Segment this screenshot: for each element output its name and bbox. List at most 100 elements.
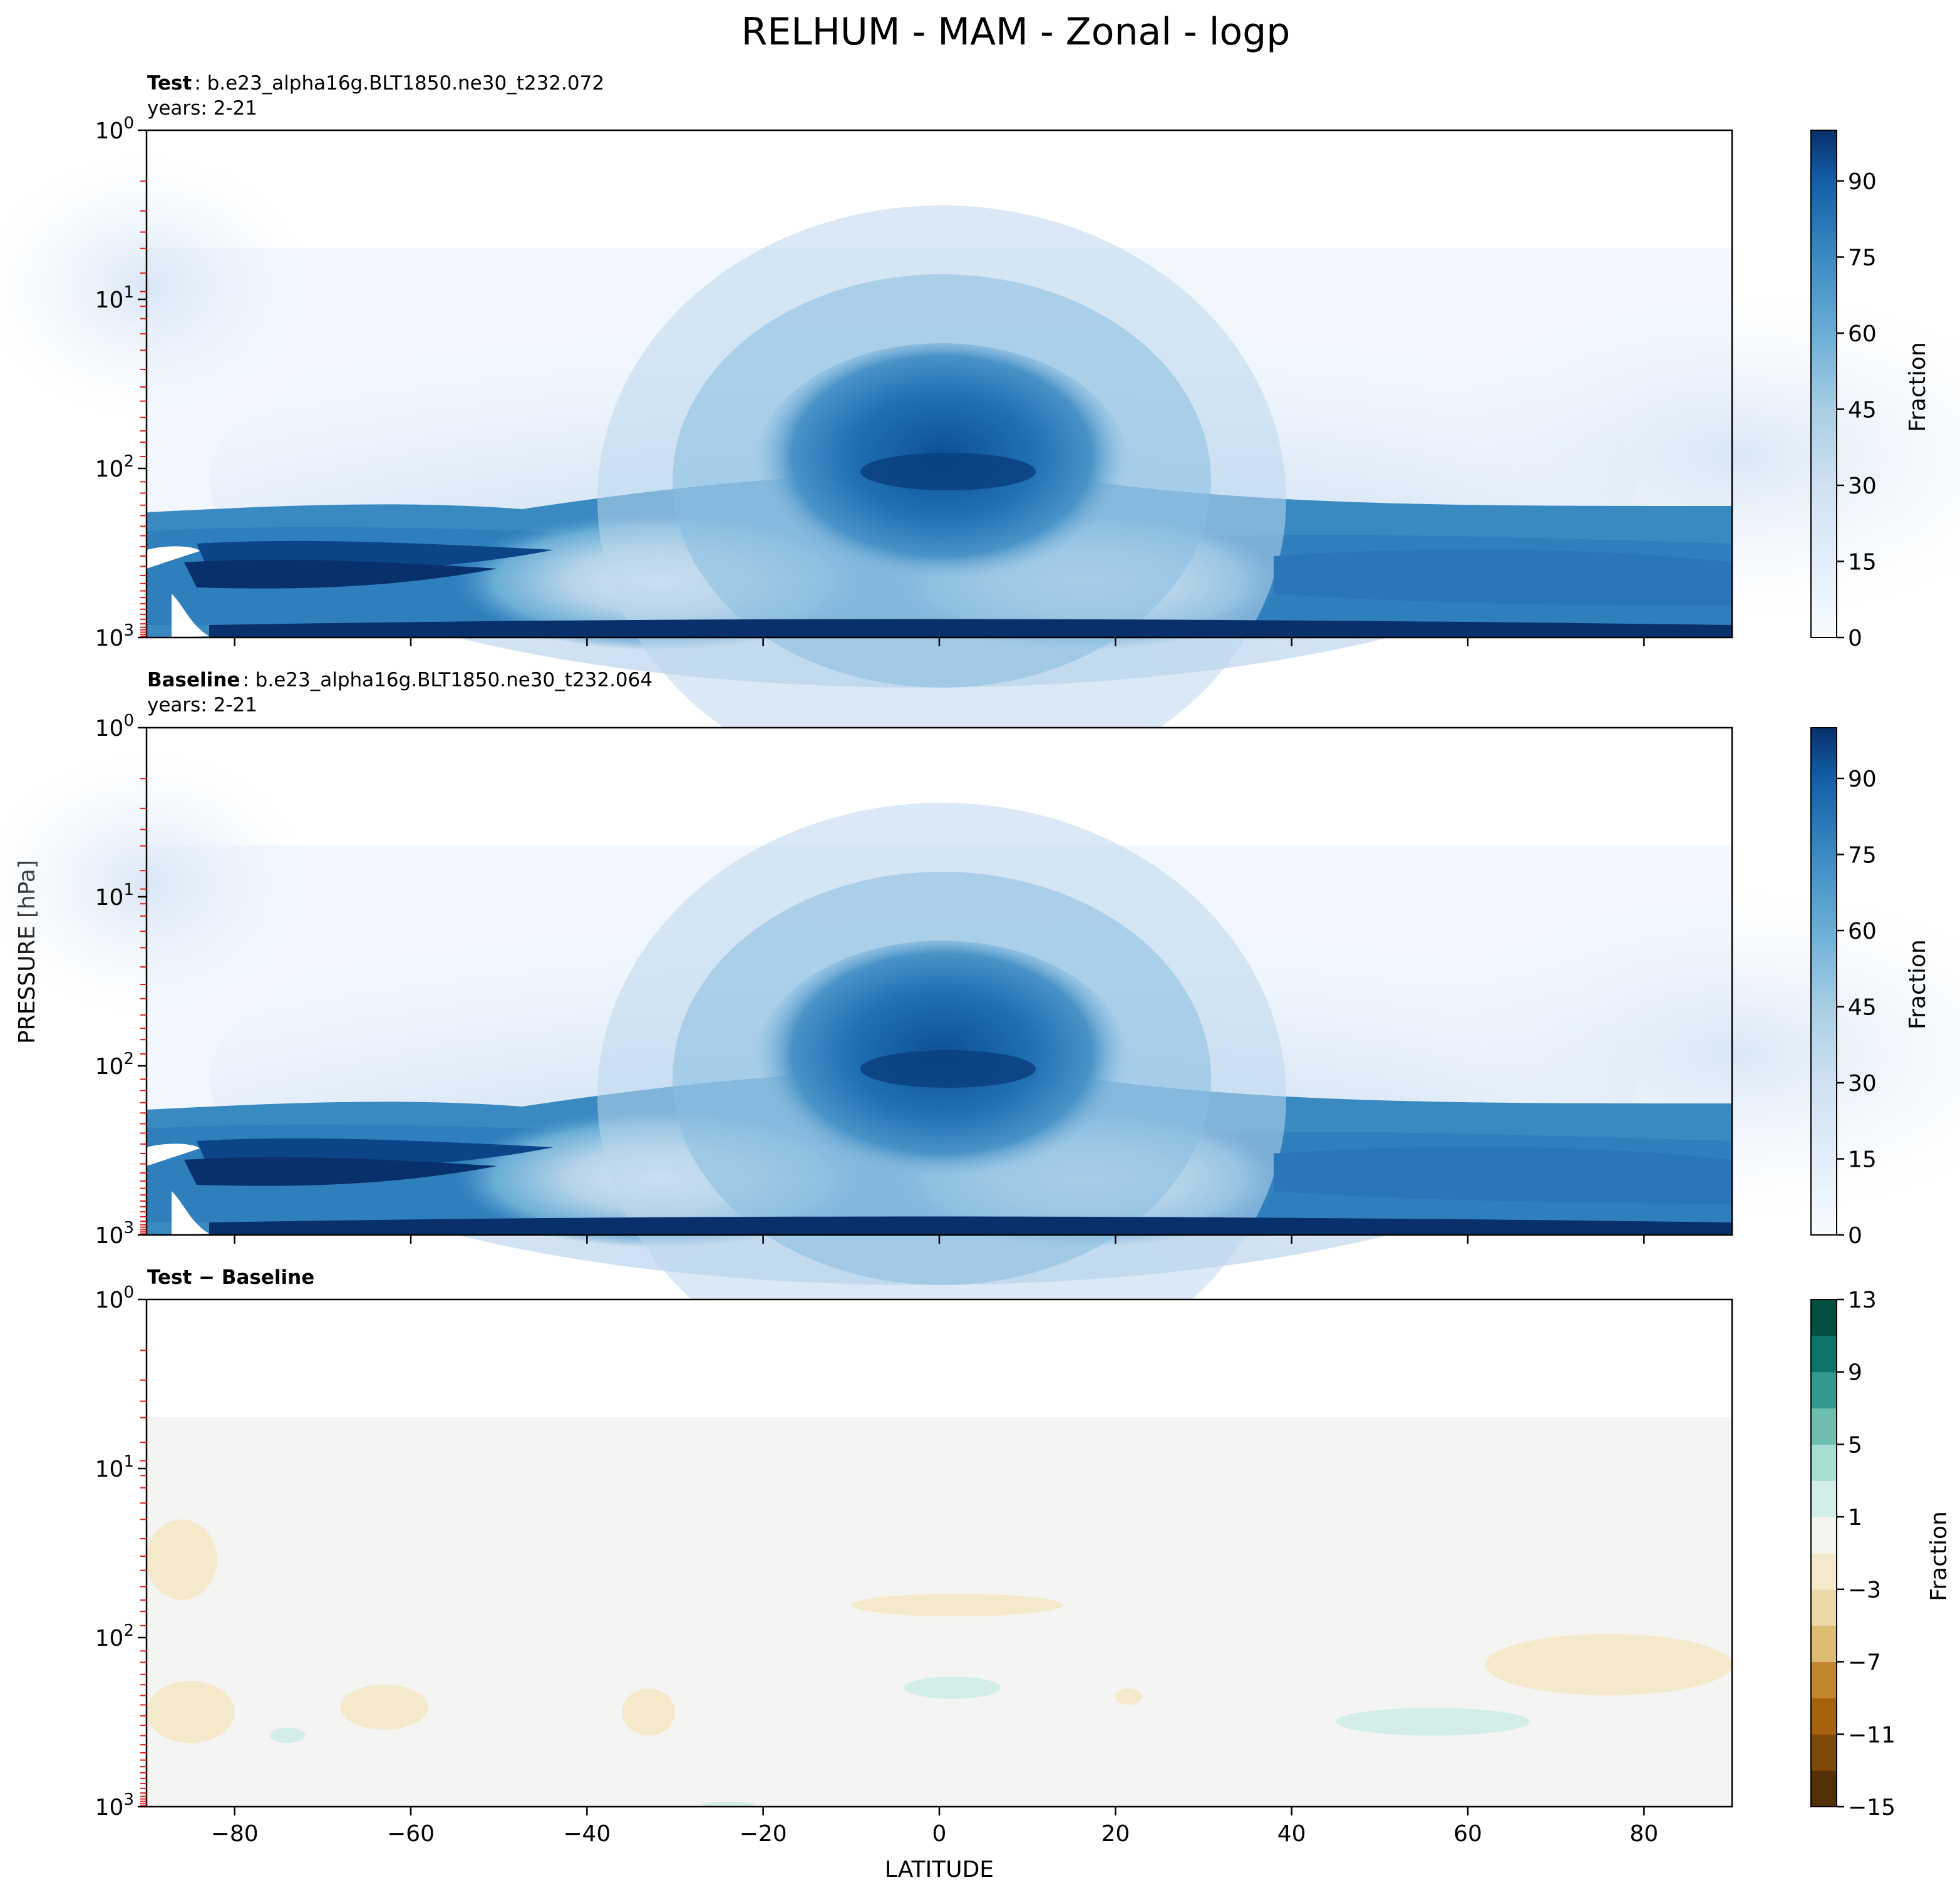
y-tick-label: 101	[95, 283, 134, 313]
panel-baseline-colorbar: 0 15 30 45 60 75 90 Fraction	[1810, 727, 1931, 1249]
panel-baseline-subtitle: years: 2-21	[147, 694, 257, 716]
figure-title: RELHUM - MAM - Zonal - logp	[741, 10, 1291, 54]
x-tick-label: 0	[932, 1821, 947, 1847]
x-tick-label: −80	[211, 1821, 259, 1847]
positive-anomaly-region	[1336, 1708, 1530, 1736]
colorbar-difference-frame	[1810, 1299, 1837, 1807]
y-tick-label: 101	[95, 1452, 134, 1482]
x-axis-label: LATITUDE	[885, 1857, 994, 1882]
colorbar-test-gradient	[1810, 130, 1837, 638]
colorbar-tick-label: −3	[1848, 1577, 1881, 1603]
x-tick-label: −60	[387, 1821, 435, 1847]
colorbar-tick-label: 9	[1848, 1360, 1862, 1386]
panel-difference-yticks: 100 101 102 103	[95, 1283, 147, 1820]
y-tick-label: 100	[95, 1283, 134, 1313]
colorbar-level	[1811, 1335, 1837, 1373]
positive-anomaly-region	[269, 1727, 306, 1743]
negative-anomaly-region	[1115, 1688, 1142, 1705]
colorbar-level	[1811, 1698, 1837, 1735]
y-tick-label: 102	[95, 1050, 134, 1080]
panel-baseline-title-case: : b.e23_alpha16g.BLT1850.ne30_t232.064	[242, 669, 652, 691]
panel-test-xticks	[234, 638, 1645, 646]
y-tick-label: 103	[95, 621, 134, 651]
panel-test-yticks: 100 101 102 103	[95, 114, 147, 651]
panel-difference-level-ticks	[140, 1350, 147, 1807]
colorbar-tick-label: −15	[1848, 1795, 1896, 1820]
negative-anomaly-region	[340, 1685, 429, 1730]
colorbar-level	[1811, 1517, 1837, 1554]
x-tick-label: −40	[563, 1821, 611, 1847]
colorbar-level	[1811, 1770, 1837, 1807]
negative-anomaly-region	[622, 1688, 675, 1736]
difference-regions	[147, 1519, 1732, 1807]
colorbar-level	[1811, 1625, 1837, 1663]
y-tick-label: 103	[95, 1790, 134, 1820]
positive-anomaly-region	[904, 1676, 1001, 1699]
colorbar-test-ticks: 0 15 30 45 60 75 90	[1837, 169, 1877, 651]
panel-baseline-title: Baseline: b.e23_alpha16g.BLT1850.ne30_t2…	[147, 669, 652, 691]
colorbar-tick-label: 13	[1848, 1288, 1877, 1313]
colorbar-tick-label: 45	[1848, 398, 1877, 423]
colorbar-difference-levels	[1811, 1299, 1837, 1807]
y-tick-label: 100	[95, 711, 134, 741]
panel-difference-title: Test − Baseline	[147, 1266, 314, 1289]
colorbar-tick-label: −7	[1848, 1650, 1881, 1676]
negative-anomaly-region	[147, 1519, 217, 1601]
colorbar-level	[1811, 1299, 1837, 1336]
colorbar-difference-ticks: −15 −11 −7 −3 1 5 9 13	[1837, 1288, 1896, 1820]
colorbar-tick-label: 75	[1848, 843, 1877, 869]
colorbar-tick-label: 75	[1848, 245, 1877, 271]
colorbar-tick-label: 5	[1848, 1432, 1862, 1458]
colorbar-tick-label: 45	[1848, 995, 1877, 1021]
colorbar-tick-label: 15	[1848, 550, 1877, 576]
colorbar-level	[1811, 1589, 1837, 1626]
y-tick-label: 101	[95, 880, 134, 911]
x-tick-label: 80	[1629, 1821, 1658, 1847]
panel-baseline: Baseline: b.e23_alpha16g.BLT1850.ne30_t2…	[0, 669, 1960, 1391]
y-tick-label: 100	[95, 114, 134, 144]
colorbar-level	[1811, 1734, 1837, 1771]
colorbar-tick-label: −11	[1848, 1722, 1896, 1748]
negative-anomaly-region	[1485, 1633, 1732, 1696]
y-tick-label: 103	[95, 1219, 134, 1249]
panel-difference-colorbar: −15 −11 −7 −3 1 5 9 13 Fraction	[1810, 1288, 1952, 1820]
negative-anomaly-region	[851, 1593, 1063, 1617]
colorbar-tick-label: 90	[1848, 169, 1877, 195]
colorbar-baseline-label: Fraction	[1905, 939, 1931, 1030]
negative-anomaly-region	[147, 1680, 235, 1743]
panel-test-subtitle: years: 2-21	[147, 97, 257, 120]
panel-baseline-title-bold: Baseline	[147, 669, 240, 691]
y-tick-label: 102	[95, 452, 134, 482]
panel-test-colorbar: 0 15 30 45 60 75 90 Fraction	[1810, 130, 1931, 651]
y-tick-label: 102	[95, 1621, 134, 1651]
colorbar-level	[1811, 1553, 1837, 1590]
colorbar-tick-label: 30	[1848, 473, 1877, 499]
panel-test-title-case: : b.e23_alpha16g.BLT1850.ne30_t232.072	[194, 72, 604, 95]
panel-test-title-bold: Test	[147, 72, 192, 95]
colorbar-difference-label: Fraction	[1926, 1511, 1952, 1601]
colorbar-tick-label: 0	[1848, 626, 1862, 651]
colorbar-tick-label: 60	[1848, 321, 1877, 347]
colorbar-tick-label: 90	[1848, 767, 1877, 792]
colorbar-level	[1811, 1371, 1837, 1409]
x-tick-label: −20	[740, 1821, 787, 1847]
colorbar-tick-label: 0	[1848, 1223, 1862, 1249]
x-tick-label: 20	[1101, 1821, 1130, 1847]
panel-difference: Test − Baseline 100 101 102 103 −80 −60 −40 −2…	[95, 1266, 1952, 1882]
panel-baseline-plot-area	[0, 728, 1960, 1391]
panel-test-title: Test: b.e23_alpha16g.BLT1850.ne30_t232.0…	[147, 72, 604, 95]
panel-test: Test: b.e23_alpha16g.BLT1850.ne30_t232.0…	[0, 72, 1960, 794]
colorbar-baseline-gradient	[1810, 727, 1837, 1236]
x-tick-label: 40	[1277, 1821, 1306, 1847]
panel-baseline-yticks: 100 101 102 103	[95, 711, 147, 1249]
colorbar-level	[1811, 1408, 1837, 1445]
panel-test-plot-area	[0, 130, 1960, 794]
panel-difference-xticks: −80 −60 −40 −20 0 20 40 60 80	[211, 1807, 1658, 1847]
colorbar-level	[1811, 1661, 1837, 1698]
colorbar-level	[1811, 1480, 1837, 1517]
x-tick-label: 60	[1453, 1821, 1482, 1847]
colorbar-tick-label: 1	[1848, 1505, 1862, 1531]
positive-anomaly-region	[701, 1802, 755, 1807]
colorbar-tick-label: 60	[1848, 919, 1877, 944]
